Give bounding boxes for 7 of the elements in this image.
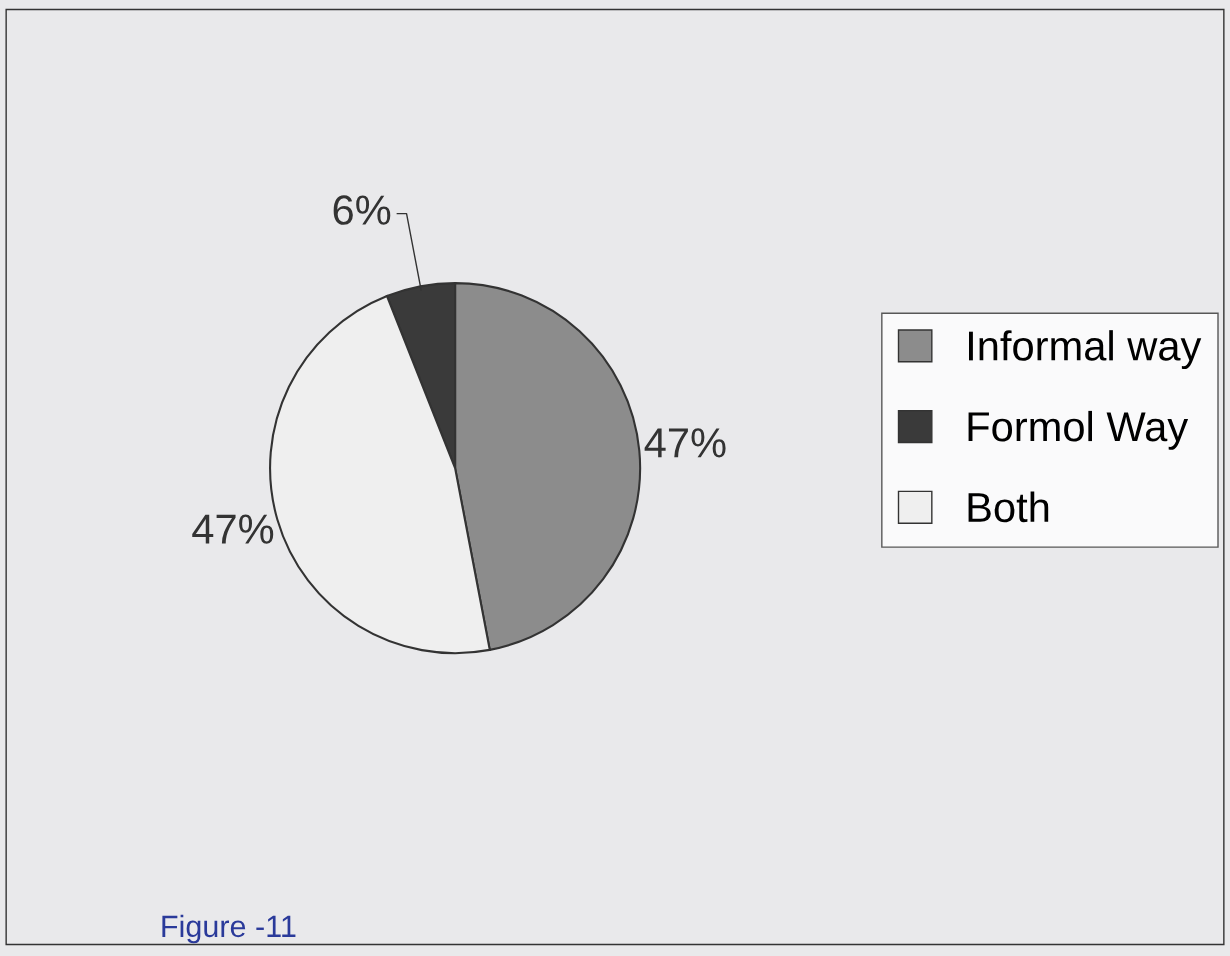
legend-label: Formol Way [968, 410, 1189, 450]
text: Figure -11 [162, 914, 296, 944]
data-label: 6% [333, 195, 391, 225]
legend-label: Informal way [969, 330, 1202, 369]
data-label: 47% [644, 428, 726, 458]
legend-label: Both [968, 491, 1049, 523]
data-label: 47% [192, 514, 274, 544]
